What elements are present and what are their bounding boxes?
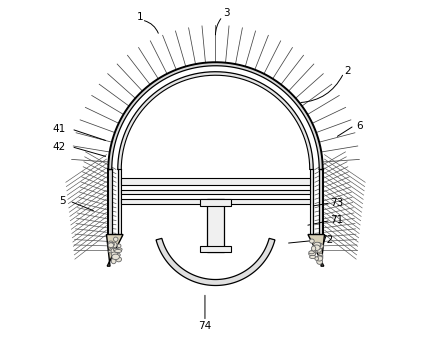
Ellipse shape <box>111 248 116 253</box>
Polygon shape <box>117 169 121 236</box>
Ellipse shape <box>317 255 322 260</box>
Ellipse shape <box>111 258 116 264</box>
Bar <box>206 199 224 252</box>
Bar <box>200 246 230 252</box>
Polygon shape <box>108 62 322 169</box>
Ellipse shape <box>108 241 113 246</box>
Ellipse shape <box>316 256 322 261</box>
Ellipse shape <box>316 243 322 249</box>
Ellipse shape <box>318 253 322 258</box>
Text: 2: 2 <box>343 66 350 76</box>
Ellipse shape <box>114 249 118 253</box>
Ellipse shape <box>111 242 117 247</box>
Ellipse shape <box>309 255 315 258</box>
Polygon shape <box>108 169 111 236</box>
Ellipse shape <box>308 252 315 256</box>
Text: 3: 3 <box>222 8 229 18</box>
Text: 74: 74 <box>198 321 211 331</box>
Ellipse shape <box>108 243 114 247</box>
Ellipse shape <box>316 259 322 264</box>
Polygon shape <box>309 169 313 236</box>
Ellipse shape <box>109 243 114 246</box>
Text: 1: 1 <box>136 12 143 22</box>
Text: 71: 71 <box>329 215 343 226</box>
Polygon shape <box>106 234 123 266</box>
Text: 6: 6 <box>356 120 362 131</box>
Ellipse shape <box>111 252 117 256</box>
Text: 41: 41 <box>52 124 65 134</box>
Ellipse shape <box>113 237 118 241</box>
Ellipse shape <box>316 247 321 252</box>
Bar <box>200 199 230 206</box>
Ellipse shape <box>310 252 314 256</box>
Ellipse shape <box>114 253 120 257</box>
Ellipse shape <box>311 246 315 251</box>
Ellipse shape <box>310 250 315 255</box>
Text: 72: 72 <box>319 235 332 245</box>
Ellipse shape <box>308 251 313 254</box>
Ellipse shape <box>112 254 119 259</box>
Ellipse shape <box>116 248 122 251</box>
Bar <box>121 178 309 185</box>
Ellipse shape <box>313 245 319 250</box>
Text: 5: 5 <box>59 196 66 206</box>
Polygon shape <box>319 169 322 236</box>
Ellipse shape <box>313 242 320 247</box>
Ellipse shape <box>108 250 116 253</box>
Ellipse shape <box>314 257 318 261</box>
Ellipse shape <box>114 250 121 253</box>
Ellipse shape <box>117 244 121 248</box>
Ellipse shape <box>309 239 313 243</box>
Ellipse shape <box>116 257 121 262</box>
Text: 42: 42 <box>52 142 65 151</box>
Ellipse shape <box>316 243 320 247</box>
Bar <box>121 199 309 204</box>
Ellipse shape <box>109 248 116 253</box>
Polygon shape <box>307 234 324 266</box>
Polygon shape <box>117 72 313 169</box>
Polygon shape <box>156 238 274 286</box>
Ellipse shape <box>113 249 118 251</box>
Text: 73: 73 <box>329 198 343 208</box>
Bar <box>121 190 309 195</box>
Ellipse shape <box>310 249 317 253</box>
